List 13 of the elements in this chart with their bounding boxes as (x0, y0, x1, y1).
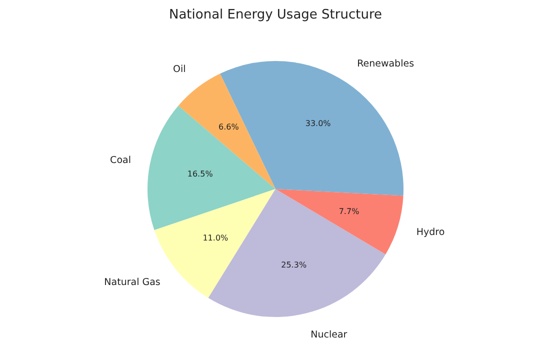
chart-title: National Energy Usage Structure (168, 8, 382, 22)
data-label: 11.0% (202, 233, 229, 242)
slice-label: Coal (110, 155, 131, 166)
slice-label: Hydro (416, 227, 445, 238)
data-label: 7.7% (338, 207, 360, 216)
data-label: 33.0% (305, 119, 332, 128)
slice-label: Natural Gas (104, 277, 160, 288)
data-label: 6.6% (218, 122, 240, 132)
slice-label: Oil (173, 64, 186, 76)
data-label: 16.5% (187, 170, 214, 179)
slice-label: Nuclear (310, 330, 348, 341)
slice-label: Renewables (357, 58, 414, 70)
data-label: 25.3% (281, 260, 307, 270)
